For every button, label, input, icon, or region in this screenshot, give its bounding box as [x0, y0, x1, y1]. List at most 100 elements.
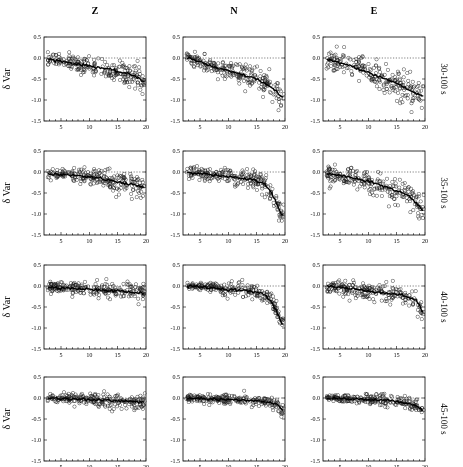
data-point	[348, 57, 353, 62]
row-label-4: 45-100 s	[439, 403, 449, 435]
data-point	[409, 407, 414, 412]
data-point	[223, 73, 228, 78]
data-point	[258, 74, 263, 79]
row-label-1: 30-100 s	[439, 63, 449, 95]
data-point	[46, 62, 51, 67]
data-point	[260, 186, 265, 191]
data-point	[142, 289, 147, 293]
data-point	[332, 288, 336, 293]
data-point	[345, 167, 350, 172]
data-point	[139, 189, 144, 194]
column-title-z: Z	[92, 6, 99, 17]
data-point	[212, 68, 217, 73]
data-point	[185, 57, 189, 62]
y-tick-label: 0.5	[34, 263, 42, 269]
y-tick-label: -1.0	[311, 212, 321, 218]
data-point	[191, 396, 196, 400]
data-point	[135, 394, 140, 399]
data-point	[372, 65, 376, 70]
data-point	[135, 80, 140, 85]
data-point	[396, 71, 401, 76]
y-tick-label: -1.5	[32, 347, 42, 353]
data-point	[46, 62, 50, 67]
data-point	[202, 65, 207, 70]
data-point	[411, 208, 416, 212]
data-point	[105, 167, 110, 172]
y-axis-label-2: δ Var	[2, 182, 13, 204]
trend-line	[186, 56, 284, 98]
data-point	[262, 73, 267, 77]
data-point	[270, 186, 275, 191]
data-point	[133, 68, 138, 73]
data-point	[352, 179, 357, 184]
x-tick-label: 5	[339, 353, 342, 359]
data-point	[408, 199, 413, 204]
data-point	[73, 58, 78, 63]
data-point	[114, 292, 119, 297]
data-point	[398, 293, 403, 298]
y-tick-label: -0.5	[311, 417, 321, 423]
data-point	[361, 281, 365, 286]
data-point	[124, 406, 129, 411]
data-point	[86, 284, 91, 289]
data-point	[239, 180, 244, 184]
data-point	[250, 297, 255, 302]
y-tick-label: -0.5	[32, 305, 42, 311]
data-point	[238, 74, 243, 79]
data-point	[116, 392, 121, 397]
data-point	[137, 65, 142, 70]
panel-frame	[43, 150, 147, 236]
data-point	[408, 407, 413, 412]
data-point	[53, 399, 58, 404]
data-point	[129, 174, 134, 179]
data-point	[103, 168, 108, 172]
y-axis-label-4: δ Var	[2, 408, 13, 430]
data-point	[76, 281, 81, 286]
data-point	[406, 185, 411, 190]
data-point	[129, 176, 133, 181]
data-point	[113, 394, 118, 399]
x-tick-label: 20	[422, 353, 428, 359]
row-label-2: 35-100 s	[439, 177, 449, 209]
data-point	[265, 80, 269, 84]
data-point	[191, 166, 196, 171]
data-point	[112, 186, 116, 190]
x-tick-label: 5	[60, 125, 63, 131]
data-point	[325, 62, 330, 67]
panel-n-3: 0.5 0.0 -0.5 -1.0 -1.5 5 10 15 20	[171, 263, 289, 359]
data-point	[381, 83, 386, 88]
data-point	[251, 287, 256, 292]
data-point	[208, 392, 213, 397]
x-tick-label: 5	[199, 465, 202, 467]
data-point	[131, 77, 136, 82]
data-point	[409, 110, 414, 115]
y-tick-label: -0.5	[32, 417, 42, 423]
data-point	[107, 73, 111, 78]
data-point	[96, 404, 101, 409]
data-point	[252, 73, 257, 78]
data-point	[247, 67, 252, 72]
data-point	[226, 63, 231, 68]
x-tick-label: 15	[394, 465, 400, 467]
data-point	[392, 197, 397, 202]
data-point	[410, 79, 415, 84]
data-point	[127, 68, 132, 73]
data-point	[82, 165, 87, 170]
data-point	[117, 58, 122, 63]
data-point	[387, 90, 392, 95]
data-point	[277, 97, 281, 102]
data-point	[411, 96, 415, 101]
data-point	[72, 165, 77, 170]
y-tick-label: 0.0	[313, 396, 321, 402]
panel-e-3: 0.5 0.0 -0.5 -1.0 -1.5 5 10 15 20	[311, 263, 429, 359]
data-point	[262, 83, 266, 88]
data-point	[70, 294, 75, 299]
data-point	[233, 184, 238, 189]
y-tick-label: 0.5	[173, 35, 181, 41]
data-point	[84, 58, 89, 63]
data-point	[387, 194, 392, 198]
data-point	[365, 392, 370, 397]
data-point	[93, 168, 98, 173]
data-point	[109, 402, 114, 407]
data-point	[129, 294, 134, 298]
